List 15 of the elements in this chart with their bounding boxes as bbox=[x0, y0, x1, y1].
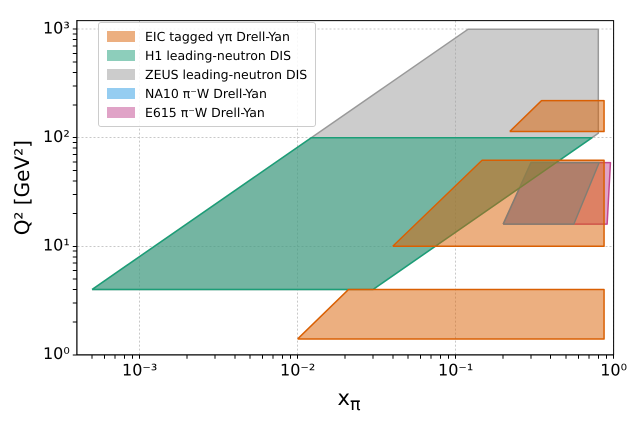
x-tick-label: 10⁻³ bbox=[122, 360, 158, 380]
y-axis-title: Q² [GeV²] bbox=[10, 140, 34, 236]
y-tick-label: 10² bbox=[42, 126, 70, 146]
y-tick-label: 10¹ bbox=[42, 235, 70, 254]
legend-label: E615 π⁻W Drell-Yan bbox=[145, 105, 265, 120]
x-tick-label: 10⁻¹ bbox=[438, 360, 474, 380]
legend-label: NA10 π⁻W Drell-Yan bbox=[145, 86, 267, 101]
y-tick-label: 10⁰ bbox=[42, 344, 70, 363]
x-tick-label: 10⁰ bbox=[600, 360, 628, 380]
legend-label: H1 leading-neutron DIS bbox=[145, 48, 292, 63]
x-axis-title: x$_{π}$ bbox=[336, 385, 362, 418]
y-tick-label: 10³ bbox=[42, 18, 70, 38]
legend-label: EIC tagged γπ Drell-Yan bbox=[145, 29, 290, 44]
x-tick-label: 10⁻² bbox=[280, 360, 316, 380]
legend-label: ZEUS leading-neutron DIS bbox=[145, 67, 308, 82]
